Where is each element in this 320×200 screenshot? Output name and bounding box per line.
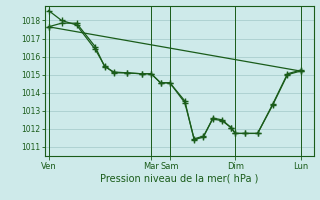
X-axis label: Pression niveau de la mer( hPa ): Pression niveau de la mer( hPa ) [100,173,258,183]
